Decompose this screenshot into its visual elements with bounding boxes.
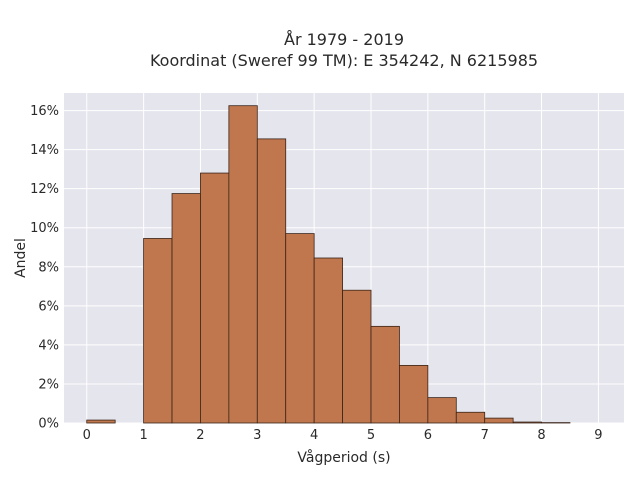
histogram-bar: [143, 238, 173, 424]
y-tick-label: 16%: [30, 104, 59, 119]
x-tick-label: 2: [196, 428, 204, 443]
x-tick-label: 7: [481, 428, 489, 443]
x-tick-label: 0: [83, 428, 91, 443]
histogram-bar: [86, 419, 116, 424]
histogram-bar: [313, 257, 343, 424]
y-tick-label: 10%: [30, 221, 59, 236]
histogram-bar: [399, 364, 429, 424]
y-tick-label: 2%: [38, 377, 59, 392]
y-tick-label: 14%: [30, 143, 59, 158]
y-axis-label: Andel: [13, 238, 29, 278]
histogram-bar: [427, 397, 457, 424]
y-tick-label: 4%: [38, 338, 59, 353]
y-axis-ticks: 0% 2% 4% 6% 8% 10% 12% 14% 16%: [30, 104, 59, 431]
x-tick-label: 8: [537, 428, 545, 443]
histogram-bar: [171, 193, 201, 424]
histogram-bar: [484, 417, 514, 424]
histogram-bar: [228, 105, 258, 424]
histogram-bar: [256, 138, 287, 424]
histogram-bar: [370, 325, 400, 424]
x-tick-label: 4: [310, 428, 318, 443]
histogram-bar: [200, 172, 230, 424]
x-tick-label: 9: [594, 428, 602, 443]
y-tick-label: 8%: [38, 260, 59, 275]
bars: [86, 105, 571, 424]
x-tick-label: 6: [424, 428, 432, 443]
histogram-bar: [285, 233, 315, 424]
y-tick-label: 6%: [38, 299, 59, 314]
histogram-bar: [512, 421, 542, 424]
histogram-bar: [342, 289, 372, 424]
x-tick-label: 5: [367, 428, 375, 443]
y-tick-label: 12%: [30, 182, 59, 197]
x-tick-label: 1: [139, 428, 147, 443]
chart-title-line2: Koordinat (Sweref 99 TM): E 354242, N 62…: [150, 51, 538, 70]
histogram-bar: [455, 411, 486, 424]
x-tick-label: 3: [253, 428, 261, 443]
y-tick-label: 0%: [38, 417, 59, 432]
chart-title-line1: År 1979 - 2019: [284, 30, 404, 49]
x-axis-label: Vågperiod (s): [297, 449, 390, 466]
x-axis-ticks: 0 1 2 3 4 5 6 7 8 9: [83, 428, 603, 443]
